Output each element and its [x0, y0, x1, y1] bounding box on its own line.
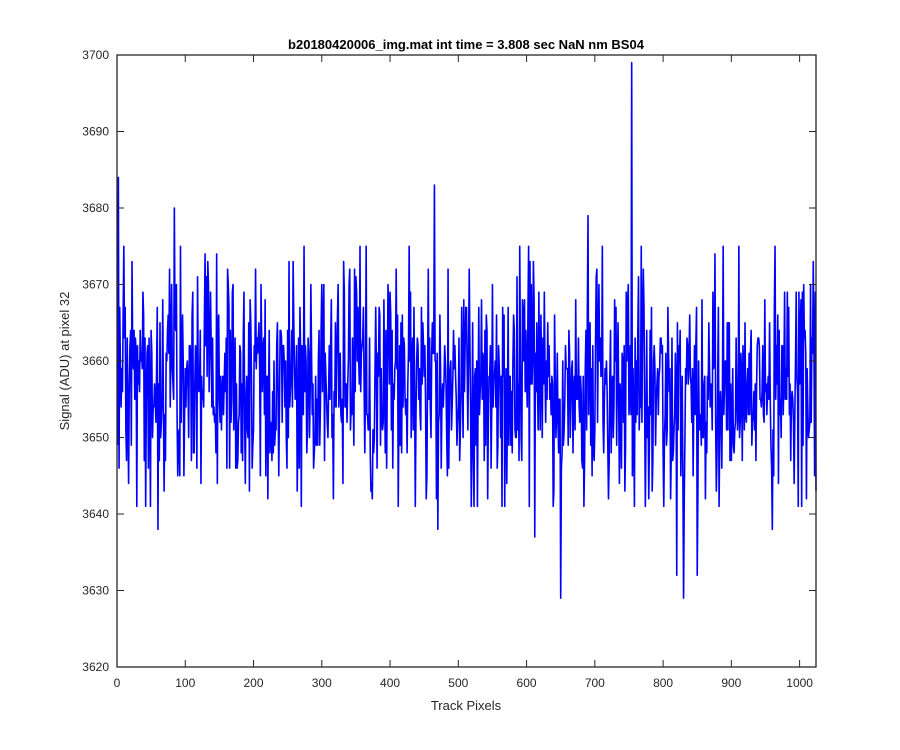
y-tick-label: 3690 — [82, 125, 109, 139]
x-axis-label: Track Pixels — [431, 698, 502, 713]
x-tick-label: 400 — [380, 676, 400, 690]
y-tick-label: 3680 — [82, 201, 109, 215]
x-tick-label: 1000 — [786, 676, 813, 690]
x-tick-label: 300 — [312, 676, 332, 690]
series-layer — [116, 61, 817, 599]
y-tick-label: 3660 — [82, 354, 109, 368]
y-tick-label: 3700 — [82, 48, 109, 62]
x-tick-label: 900 — [721, 676, 741, 690]
y-tick-label: 3670 — [82, 278, 109, 292]
y-tick-label: 3630 — [82, 584, 109, 598]
y-axis-label: Signal (ADU) at pixel 32 — [57, 292, 72, 431]
y-tick-label: 3620 — [82, 660, 109, 674]
x-tick-label: 800 — [653, 676, 673, 690]
x-tick-label: 100 — [175, 676, 195, 690]
chart-title: b20180420006_img.mat int time = 3.808 se… — [288, 37, 645, 52]
axes-layer: 0 100 200 300 400 500 600 700 800 900 1000 3620 3630… — [82, 48, 817, 690]
x-tick-label: 0 — [114, 676, 121, 690]
x-tick-label: 200 — [244, 676, 264, 690]
x-tick-label: 500 — [448, 676, 468, 690]
series-line — [116, 61, 817, 599]
x-tick-label: 700 — [585, 676, 605, 690]
x-tick-label: 600 — [517, 676, 537, 690]
y-tick-label: 3650 — [82, 431, 109, 445]
y-tick-label: 3640 — [82, 507, 109, 521]
